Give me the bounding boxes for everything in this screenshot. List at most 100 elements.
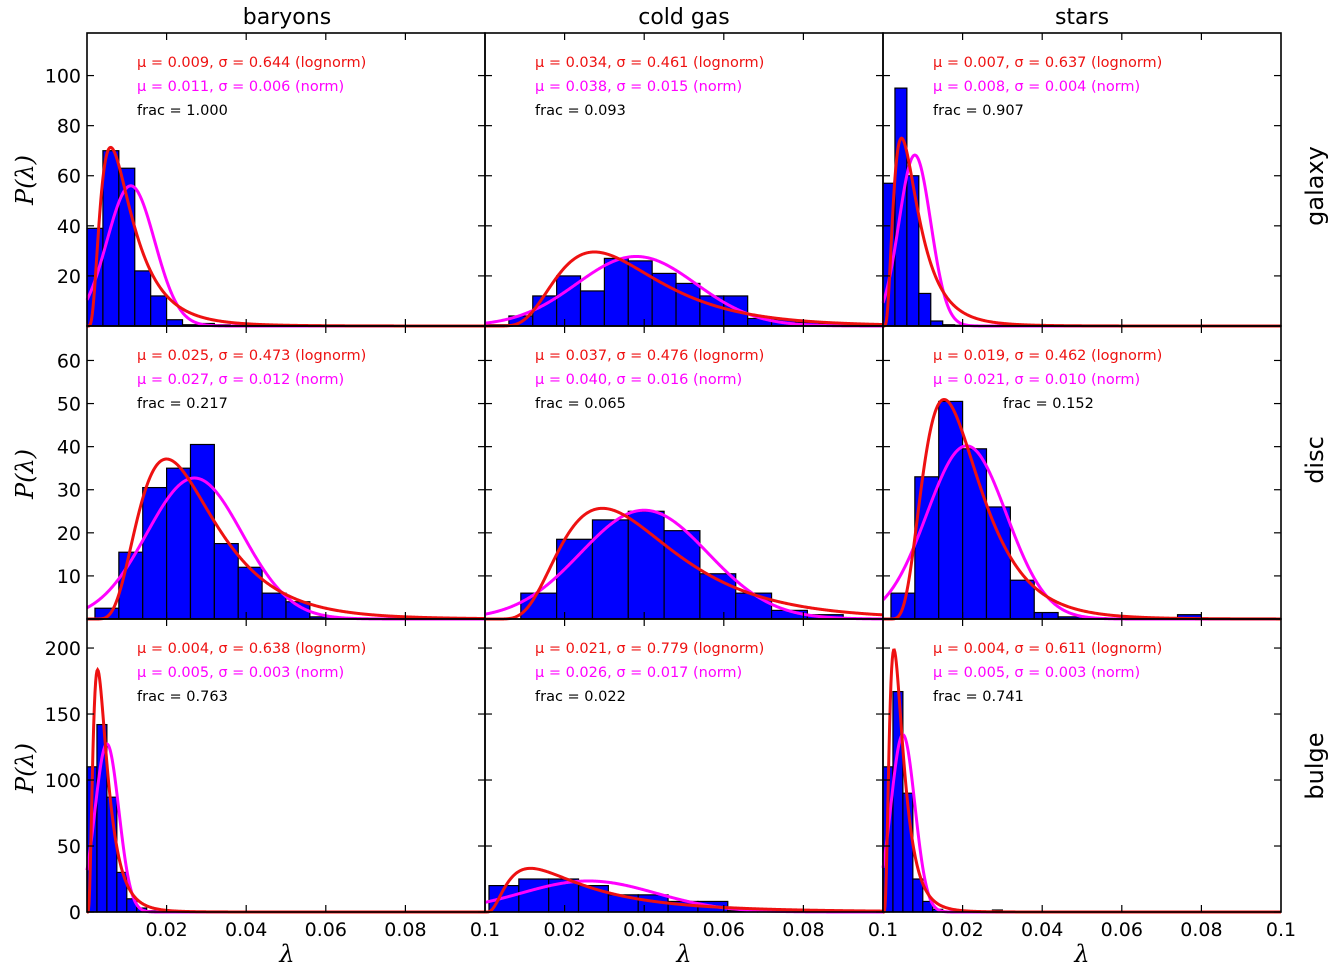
hist-bar (663, 530, 701, 620)
ann-norm: μ = 0.011, σ = 0.006 (norm) (137, 79, 344, 95)
hist-bar (961, 448, 988, 620)
x-tick-label: 0.04 (623, 919, 665, 941)
ann-frac: frac = 0.907 (933, 103, 1024, 119)
x-tick-label: 0.06 (1101, 919, 1143, 941)
col-title-cold-gas: cold gas (638, 5, 730, 30)
hist-bar (906, 175, 920, 327)
ann-lognorm: μ = 0.009, σ = 0.644 (lognorm) (137, 55, 366, 71)
hist-bar (189, 443, 215, 620)
ann-lognorm: μ = 0.021, σ = 0.779 (lognorm) (535, 641, 764, 657)
ann-frac: frac = 1.000 (137, 103, 228, 119)
ann-norm: μ = 0.026, σ = 0.017 (norm) (535, 665, 742, 681)
y-tick-label: 0 (69, 902, 81, 924)
lognorm-fit-curve (87, 457, 485, 621)
hist-bar (150, 295, 168, 327)
x-tick-label: 0.08 (1180, 919, 1222, 941)
hist-bar (603, 257, 629, 327)
ann-lognorm: μ = 0.004, σ = 0.611 (lognorm) (933, 641, 1162, 657)
hist-bar (134, 270, 152, 327)
ann-frac: frac = 0.065 (535, 396, 626, 412)
y-tick-label: 20 (57, 523, 81, 545)
y-tick-label: 60 (57, 166, 81, 188)
y-tick-label: 100 (45, 770, 81, 792)
row-title-bulge: bulge (1301, 732, 1329, 799)
ann-lognorm: μ = 0.025, σ = 0.473 (lognorm) (137, 348, 366, 364)
row-title-disc: disc (1301, 436, 1329, 484)
hist-bar (938, 400, 964, 620)
lognorm-fit-curve (485, 866, 884, 914)
ann-lognorm: μ = 0.034, σ = 0.461 (lognorm) (535, 55, 764, 71)
y-tick-label: 40 (57, 216, 81, 238)
x-tick-label: 0.1 (1266, 919, 1296, 941)
x-tick-label: 0.04 (225, 919, 267, 941)
hist-bar (166, 319, 184, 327)
ann-frac: frac = 0.763 (137, 689, 228, 705)
x-tick-label: 0.02 (543, 919, 585, 941)
x-tick-label: 0.06 (703, 919, 745, 941)
x-tick-label: 0.06 (305, 919, 347, 941)
x-tick-label: 0.02 (941, 919, 983, 941)
hist-bar (985, 506, 1011, 620)
y-tick-label: 50 (57, 836, 81, 858)
hist-bar (1033, 611, 1059, 620)
hist-bar (556, 538, 594, 620)
y-axis-label-disc: P(λ) (11, 449, 39, 500)
x-axis-label-baryons: λ (278, 940, 294, 968)
y-tick-label: 20 (57, 266, 81, 288)
hist-bar (261, 592, 287, 620)
hist-bar (675, 282, 701, 327)
panel-disc-cold-gas: μ = 0.037, σ = 0.476 (lognorm) μ = 0.040,… (484, 325, 884, 621)
x-axis-label-cold-gas: λ (675, 940, 691, 968)
y-tick-label: 150 (45, 704, 81, 726)
hist-bar (918, 292, 932, 327)
titles: baryons cold gas stars galaxy disc bulge… (11, 5, 1329, 968)
x-tick-label: 0.1 (868, 919, 898, 941)
ann-frac: frac = 0.022 (535, 689, 626, 705)
ann-norm: μ = 0.038, σ = 0.015 (norm) (535, 79, 742, 95)
ann-frac: frac = 0.152 (1003, 396, 1094, 412)
hist-bar (520, 592, 558, 620)
hist-bar (1009, 579, 1035, 620)
hist-bar (102, 150, 120, 327)
ann-norm: μ = 0.040, σ = 0.016 (norm) (535, 372, 742, 388)
hist-bar (579, 290, 606, 327)
y-tick-label: 40 (57, 437, 81, 459)
y-tick-label: 60 (57, 350, 81, 372)
panel-frame (882, 618, 1282, 913)
hist-bar (166, 467, 192, 620)
y-tick-label: 30 (57, 480, 81, 502)
lognorm-fit-curve (485, 506, 884, 621)
panel-bulge-baryons: 0 50 100 150 200 0.02 0.04 0.06 0.08 0.1 μ = 0.004… (45, 618, 500, 941)
ann-lognorm: μ = 0.037, σ = 0.476 (lognorm) (535, 348, 764, 364)
ann-frac: frac = 0.217 (137, 396, 228, 412)
ann-norm: μ = 0.005, σ = 0.003 (norm) (137, 665, 344, 681)
row-title-galaxy: galaxy (1301, 146, 1329, 226)
ann-norm: μ = 0.021, σ = 0.010 (norm) (933, 372, 1140, 388)
norm-fit-curve (484, 508, 883, 621)
y-tick-label: 10 (57, 566, 81, 588)
panel-bulge-stars: 0.02 0.04 0.06 0.08 0.1 μ = 0.004, σ = 0.611 … (881, 618, 1296, 941)
y-tick-label: 100 (45, 66, 81, 88)
ann-frac: frac = 0.741 (933, 689, 1024, 705)
ann-frac: frac = 0.093 (535, 103, 626, 119)
x-tick-label: 0.04 (1021, 919, 1063, 941)
y-tick-label: 50 (57, 394, 81, 416)
x-tick-label: 0.08 (384, 919, 426, 941)
x-tick-label: 0.1 (470, 919, 500, 941)
ann-lognorm: μ = 0.004, σ = 0.638 (lognorm) (137, 641, 366, 657)
ann-lognorm: μ = 0.019, σ = 0.462 (lognorm) (933, 348, 1162, 364)
hist-bar (518, 878, 550, 913)
ann-lognorm: μ = 0.007, σ = 0.637 (lognorm) (933, 55, 1162, 71)
y-tick-label: 80 (57, 116, 81, 138)
y-axis-label-bulge: P(λ) (11, 743, 39, 794)
hist-bar (651, 272, 677, 327)
y-axis-label-galaxy: P(λ) (11, 155, 39, 206)
hist-bar (213, 542, 239, 620)
y-tick-label: 200 (45, 638, 81, 660)
lognorm-fit-curve (485, 250, 884, 328)
ann-norm: μ = 0.005, σ = 0.003 (norm) (933, 665, 1140, 681)
x-tick-label: 0.08 (782, 919, 824, 941)
